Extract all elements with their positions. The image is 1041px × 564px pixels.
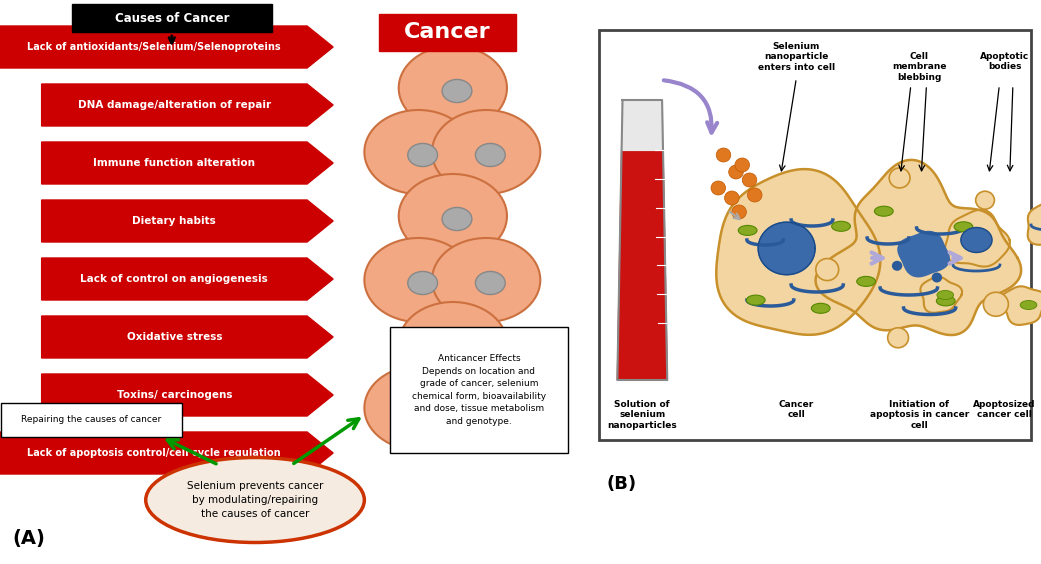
Ellipse shape xyxy=(476,399,505,422)
FancyBboxPatch shape xyxy=(72,4,272,32)
Ellipse shape xyxy=(146,457,364,543)
Circle shape xyxy=(816,258,839,280)
Text: Cancer: Cancer xyxy=(404,22,491,42)
FancyArrow shape xyxy=(42,316,333,358)
Text: Oxidative stress: Oxidative stress xyxy=(127,332,222,342)
Polygon shape xyxy=(898,231,949,277)
Text: Apoptotic
bodies: Apoptotic bodies xyxy=(980,52,1030,72)
Ellipse shape xyxy=(476,271,505,294)
Text: Lack of apoptosis control/cell cycle regulation: Lack of apoptosis control/cell cycle reg… xyxy=(27,448,280,458)
Text: (A): (A) xyxy=(12,529,46,548)
Text: (B): (B) xyxy=(607,475,637,493)
FancyArrow shape xyxy=(42,142,333,184)
FancyBboxPatch shape xyxy=(599,30,1031,440)
Ellipse shape xyxy=(874,206,893,216)
Circle shape xyxy=(889,168,910,188)
Circle shape xyxy=(732,205,746,219)
Ellipse shape xyxy=(364,366,473,450)
Circle shape xyxy=(892,261,903,271)
Text: DNA damage/alteration of repair: DNA damage/alteration of repair xyxy=(78,100,271,110)
FancyArrow shape xyxy=(42,200,333,242)
FancyArrow shape xyxy=(0,26,333,68)
Text: Dietary habits: Dietary habits xyxy=(132,216,217,226)
Text: Causes of Cancer: Causes of Cancer xyxy=(115,11,229,24)
Polygon shape xyxy=(999,287,1041,325)
Text: Apoptosized
cancer cell: Apoptosized cancer cell xyxy=(973,400,1036,420)
Ellipse shape xyxy=(738,226,757,235)
Ellipse shape xyxy=(937,290,954,299)
Text: Selenium
nanoparticle
enters into cell: Selenium nanoparticle enters into cell xyxy=(758,42,835,72)
Circle shape xyxy=(735,158,750,172)
Ellipse shape xyxy=(746,295,765,305)
Ellipse shape xyxy=(442,336,472,359)
Ellipse shape xyxy=(364,238,473,322)
Text: Initiation of
apoptosis in cancer
cell: Initiation of apoptosis in cancer cell xyxy=(869,400,969,430)
Circle shape xyxy=(984,292,1009,316)
Polygon shape xyxy=(945,210,1010,267)
FancyBboxPatch shape xyxy=(1,403,182,437)
Ellipse shape xyxy=(442,208,472,231)
Polygon shape xyxy=(621,100,663,151)
Text: Repairing the causes of cancer: Repairing the causes of cancer xyxy=(22,416,161,425)
Circle shape xyxy=(932,272,942,283)
Polygon shape xyxy=(617,100,667,380)
Text: Cell
membrane
blebbing: Cell membrane blebbing xyxy=(892,52,946,82)
Ellipse shape xyxy=(432,110,540,194)
Circle shape xyxy=(747,188,762,202)
Polygon shape xyxy=(920,277,962,313)
Text: Immune function alteration: Immune function alteration xyxy=(94,158,255,168)
Ellipse shape xyxy=(399,302,507,386)
Text: Selenium prevents cancer
by modulating/repairing
the causes of cancer: Selenium prevents cancer by modulating/r… xyxy=(186,481,324,519)
Ellipse shape xyxy=(432,238,540,322)
Ellipse shape xyxy=(973,236,990,245)
Circle shape xyxy=(888,328,909,348)
FancyArrow shape xyxy=(42,84,333,126)
Ellipse shape xyxy=(857,276,875,287)
Circle shape xyxy=(975,191,994,209)
FancyArrow shape xyxy=(42,258,333,300)
Polygon shape xyxy=(617,151,667,380)
Ellipse shape xyxy=(399,174,507,258)
FancyBboxPatch shape xyxy=(379,14,516,51)
Text: Anticancer Effects
Depends on location and
grade of cancer, selenium
chemical fo: Anticancer Effects Depends on location a… xyxy=(412,354,545,426)
Text: Lack of antioxidants/Selenium/Selenoproteins: Lack of antioxidants/Selenium/Selenoprot… xyxy=(27,42,280,52)
Text: Cancer
cell: Cancer cell xyxy=(779,400,814,420)
Ellipse shape xyxy=(408,143,437,166)
Ellipse shape xyxy=(811,303,830,313)
Text: Solution of
selenium
nanoparticles: Solution of selenium nanoparticles xyxy=(607,400,678,430)
Ellipse shape xyxy=(1020,301,1037,310)
FancyArrow shape xyxy=(0,432,333,474)
Ellipse shape xyxy=(432,366,540,450)
FancyBboxPatch shape xyxy=(389,327,568,453)
Polygon shape xyxy=(815,160,1021,335)
Ellipse shape xyxy=(364,110,473,194)
Ellipse shape xyxy=(442,80,472,103)
Ellipse shape xyxy=(408,399,437,422)
Text: Lack of control on angiogenesis: Lack of control on angiogenesis xyxy=(80,274,269,284)
Ellipse shape xyxy=(832,221,850,231)
Ellipse shape xyxy=(399,46,507,130)
Ellipse shape xyxy=(408,271,437,294)
Text: Toxins/ carcinogens: Toxins/ carcinogens xyxy=(117,390,232,400)
Polygon shape xyxy=(758,222,815,275)
Polygon shape xyxy=(716,169,881,335)
Circle shape xyxy=(742,173,757,187)
Circle shape xyxy=(729,165,743,179)
FancyArrow shape xyxy=(42,374,333,416)
Ellipse shape xyxy=(937,296,956,306)
Circle shape xyxy=(716,148,731,162)
Ellipse shape xyxy=(961,227,992,253)
Circle shape xyxy=(711,181,726,195)
Ellipse shape xyxy=(476,143,505,166)
Polygon shape xyxy=(1027,202,1041,245)
Ellipse shape xyxy=(954,222,972,232)
Circle shape xyxy=(725,191,739,205)
